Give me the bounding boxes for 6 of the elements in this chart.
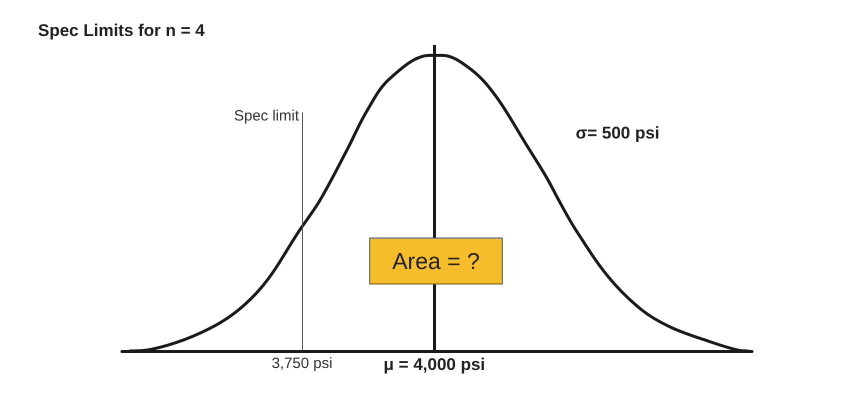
x-tick-label: 3,750 psi: [272, 355, 332, 372]
chart-title: Spec Limits for n = 4: [38, 21, 206, 40]
annotation: σ= 500 psi: [576, 124, 660, 142]
ref-line-label: Spec limit: [234, 107, 300, 124]
annotation: Area = ?: [392, 248, 480, 274]
x-tick-label: μ = 4,000 psi: [384, 355, 486, 374]
